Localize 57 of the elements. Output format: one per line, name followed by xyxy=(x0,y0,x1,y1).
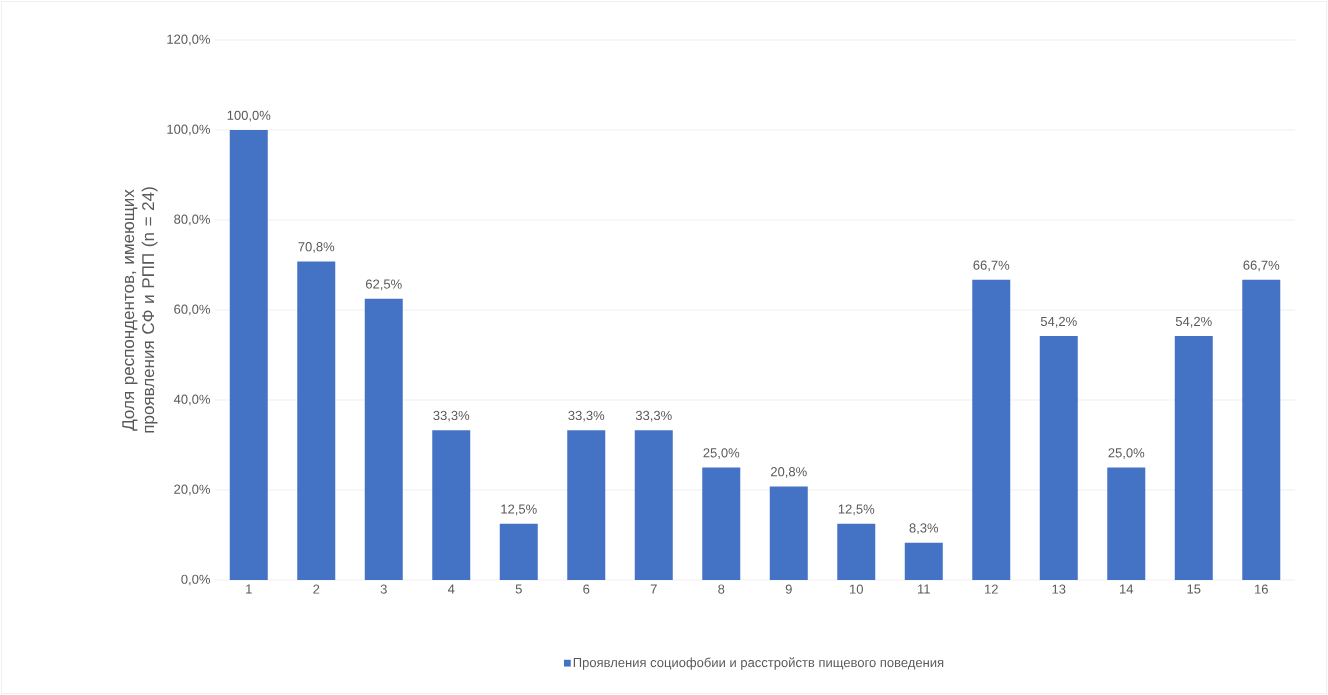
bar xyxy=(567,430,606,580)
bar xyxy=(634,430,673,580)
x-tick-label: 14 xyxy=(1120,584,1134,594)
x-tick-label: 9 xyxy=(785,584,792,594)
bar xyxy=(837,523,876,580)
x-tick-label: 4 xyxy=(447,584,455,594)
data-label: 66,7% xyxy=(1243,260,1280,272)
bar xyxy=(1174,336,1213,580)
y-tick-label: 100,0% xyxy=(167,124,210,136)
x-tick-label: 12 xyxy=(985,584,998,594)
x-tick-label: 6 xyxy=(583,584,590,594)
x-tick-label: 8 xyxy=(718,584,725,594)
data-label: 33,3% xyxy=(433,410,470,422)
x-tick-label: 15 xyxy=(1187,584,1201,594)
data-label: 62,5% xyxy=(365,279,402,291)
x-tick-label: 10 xyxy=(850,584,863,594)
x-tick-label: 2 xyxy=(313,584,320,594)
data-label: 54,2% xyxy=(1040,316,1077,328)
bar xyxy=(702,467,741,580)
bar xyxy=(769,486,808,580)
x-tick-label: 16 xyxy=(1255,584,1268,594)
bar xyxy=(972,279,1011,580)
data-label: 100,0% xyxy=(227,110,271,122)
x-tick-label: 3 xyxy=(380,584,387,594)
bar xyxy=(297,261,336,580)
bar xyxy=(499,523,538,580)
data-label: 54,2% xyxy=(1175,316,1212,328)
y-tick-label: 80,0% xyxy=(174,214,210,226)
y-tick-label: 40,0% xyxy=(173,394,210,406)
legend-label: Проявления социофобии и расстройств пищевого поведения xyxy=(573,657,944,670)
data-label: 12,5% xyxy=(501,504,537,516)
data-label: 12,5% xyxy=(838,504,875,516)
bar xyxy=(229,129,268,580)
bar xyxy=(1242,279,1281,580)
bar xyxy=(432,430,471,580)
data-label: 20,8% xyxy=(770,467,807,478)
y-tick-label: 0,0% xyxy=(181,574,211,586)
x-tick-label: 1 xyxy=(246,584,252,594)
y-tick-label: 20,0% xyxy=(174,484,210,496)
bar xyxy=(364,298,403,580)
bar xyxy=(1039,336,1078,580)
data-label: 33,3% xyxy=(635,410,672,422)
data-label: 25,0% xyxy=(1108,448,1145,459)
data-label: 33,3% xyxy=(568,410,605,422)
x-tick-label: 11 xyxy=(918,584,930,594)
data-label: 8,3% xyxy=(909,523,939,535)
x-tick-label: 5 xyxy=(515,584,522,594)
bar xyxy=(904,542,943,580)
y-tick-label: 60,0% xyxy=(174,304,210,316)
x-tick-label: 7 xyxy=(650,584,657,594)
data-label: 66,7% xyxy=(973,260,1010,272)
bar xyxy=(1107,467,1146,580)
y-tick-label: 120,0% xyxy=(167,34,210,46)
data-label: 70,8% xyxy=(298,242,335,253)
y-axis-title: Доля респондентов, имеющих проявления СФ и РПП (n = 24) xyxy=(122,187,158,433)
data-label: 25,0% xyxy=(703,448,740,459)
x-tick-label: 13 xyxy=(1052,584,1066,594)
